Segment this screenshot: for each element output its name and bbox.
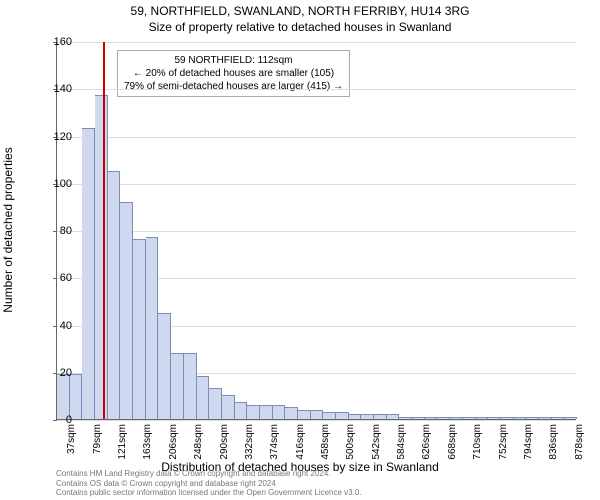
gridline (57, 137, 576, 138)
footer-attribution: Contains HM Land Registry data © Crown c… (56, 469, 362, 498)
chart-container: 59, NORTHFIELD, SWANLAND, NORTH FERRIBY,… (0, 0, 600, 500)
histogram-bar (336, 412, 349, 419)
histogram-bar (158, 313, 171, 419)
histogram-bar (95, 95, 108, 419)
histogram-bar (514, 417, 527, 419)
histogram-bar (120, 202, 133, 419)
xtick-label: 79sqm (92, 424, 103, 454)
ytick-mark (53, 231, 57, 232)
ytick-label: 100 (54, 178, 72, 190)
histogram-bar (539, 417, 552, 419)
xtick-label: 752sqm (498, 424, 509, 460)
xtick-label: 626sqm (421, 424, 432, 460)
histogram-bar (197, 376, 210, 419)
footer-line1: Contains HM Land Registry data © Crown c… (56, 469, 362, 479)
ytick-label: 80 (60, 225, 72, 237)
histogram-bar (564, 417, 577, 419)
histogram-bar (552, 417, 565, 419)
histogram-bar (463, 417, 476, 419)
histogram-bar (298, 410, 311, 419)
gridline (57, 184, 576, 185)
chart-title-subtitle: Size of property relative to detached ho… (0, 20, 600, 34)
histogram-bar (387, 414, 400, 419)
x-tick-labels: 37sqm 79sqm 121sqm 163sqm 206sqm 248sqm 290sqm… (56, 422, 576, 458)
reference-line (103, 42, 105, 419)
gridline (57, 42, 576, 43)
histogram-bar (501, 417, 514, 419)
histogram-bar (184, 353, 197, 419)
xtick-label: 37sqm (66, 424, 77, 454)
xtick-label: 290sqm (219, 424, 230, 460)
histogram-bar (273, 405, 286, 419)
xtick-label: 668sqm (447, 424, 458, 460)
annotation-line1: 59 NORTHFIELD: 112sqm (124, 54, 343, 67)
xtick-label: 248sqm (193, 424, 204, 460)
annotation-line2: ← 20% of detached houses are smaller (10… (124, 67, 343, 80)
ytick-mark (53, 420, 57, 421)
plot-area: 59 NORTHFIELD: 112sqm ← 20% of detached … (56, 42, 576, 420)
xtick-label: 878sqm (574, 424, 585, 460)
histogram-bar (437, 417, 450, 419)
y-axis-label: Number of detached properties (1, 147, 15, 312)
histogram-bar (209, 388, 222, 419)
ytick-mark (53, 326, 57, 327)
xtick-label: 836sqm (548, 424, 559, 460)
histogram-bar (57, 374, 70, 419)
xtick-label: 163sqm (142, 424, 153, 460)
ytick-label: 0 (66, 414, 72, 426)
histogram-bar (425, 417, 438, 419)
histogram-bar (285, 407, 298, 419)
histogram-bar (526, 417, 539, 419)
histogram-bar (171, 353, 184, 419)
annotation-line3: 79% of semi-detached houses are larger (… (124, 80, 343, 93)
histogram-bar (133, 239, 146, 419)
histogram-bar (222, 395, 235, 419)
histogram-bar (361, 414, 374, 419)
histogram-bar (108, 171, 121, 419)
xtick-label: 500sqm (345, 424, 356, 460)
histogram-bar (323, 412, 336, 419)
ytick-label: 40 (60, 320, 72, 332)
ytick-label: 140 (54, 83, 72, 95)
gridline (57, 89, 576, 90)
histogram-bar (260, 405, 273, 419)
gridline (57, 420, 576, 421)
chart-title-address: 59, NORTHFIELD, SWANLAND, NORTH FERRIBY,… (0, 4, 600, 18)
histogram-bar (374, 414, 387, 419)
histogram-bar (311, 410, 324, 419)
histogram-bar (476, 417, 489, 419)
xtick-label: 584sqm (396, 424, 407, 460)
ytick-label: 20 (60, 367, 72, 379)
histogram-bar (247, 405, 260, 419)
xtick-label: 416sqm (295, 424, 306, 460)
histogram-bar (488, 417, 501, 419)
ytick-label: 60 (60, 272, 72, 284)
histogram-bar (450, 417, 463, 419)
gridline (57, 231, 576, 232)
ytick-label: 160 (54, 36, 72, 48)
histogram-bar (235, 402, 248, 419)
histogram-bar (70, 374, 83, 419)
histogram-bar (146, 237, 159, 419)
xtick-label: 206sqm (168, 424, 179, 460)
xtick-label: 332sqm (244, 424, 255, 460)
xtick-label: 374sqm (269, 424, 280, 460)
histogram-bar (399, 417, 412, 419)
histogram-bar (349, 414, 362, 419)
histogram-bar (412, 417, 425, 419)
footer-line3: Contains public sector information licen… (56, 488, 362, 498)
histogram-bar (82, 128, 95, 419)
xtick-label: 121sqm (117, 424, 128, 460)
ytick-label: 120 (54, 131, 72, 143)
xtick-label: 542sqm (371, 424, 382, 460)
xtick-label: 710sqm (472, 424, 483, 460)
xtick-label: 458sqm (320, 424, 331, 460)
ytick-mark (53, 278, 57, 279)
footer-line2: Contains OS data © Crown copyright and d… (56, 479, 362, 489)
xtick-label: 794sqm (523, 424, 534, 460)
